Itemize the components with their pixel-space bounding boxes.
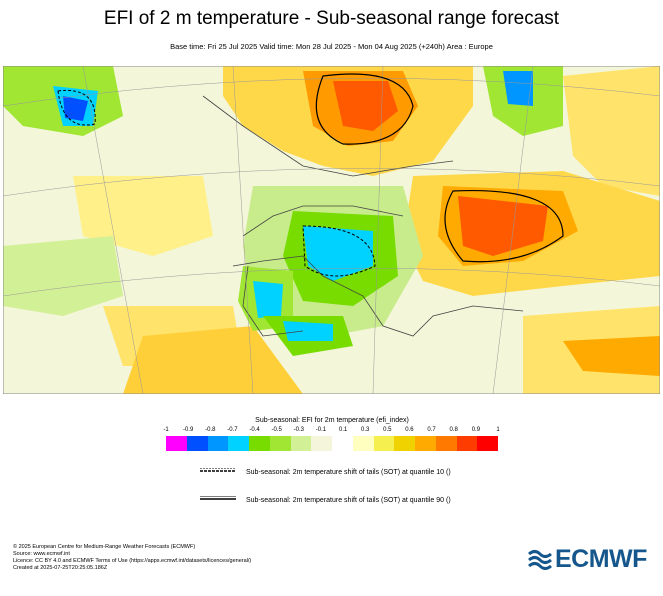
legend-tick: 1 (496, 427, 500, 433)
sot-q90-contour (315, 73, 564, 263)
legend-swatch (332, 436, 353, 451)
legend-swatch (415, 436, 436, 451)
warm-hot-balkans (458, 196, 548, 256)
cold-field-atlantic-sw (3, 236, 123, 316)
legend-tick: -0.8 (205, 427, 216, 433)
legend-swatch (269, 436, 291, 451)
warm-field-nafrica (123, 326, 303, 394)
legend-colorbar (166, 436, 498, 451)
legend-swatch (166, 436, 187, 451)
cold-strong-iceland (63, 96, 88, 121)
legend-swatch (249, 436, 270, 451)
legend-swatch (435, 436, 457, 451)
legend-swatch (290, 436, 312, 451)
legend-tick: 0.9 (471, 427, 481, 433)
legend-tick: 0.3 (361, 427, 370, 433)
legend-swatch (477, 436, 498, 451)
legend-tick: -1 (163, 427, 169, 433)
sot-q10-label: Sub-seasonal: 2m temperature shift of ta… (246, 469, 451, 476)
sot-q90-label: Sub-seasonal: 2m temperature shift of ta… (246, 497, 451, 504)
legend-swatch (207, 436, 229, 451)
warm-hot-scandinavia (333, 81, 398, 131)
footer-copyright: © 2025 European Centre for Medium-Range … (13, 544, 196, 550)
legend-tick: 0.5 (383, 427, 392, 433)
legend-swatch (373, 436, 395, 451)
legend-swatch (186, 436, 208, 451)
sot-q10-contour (57, 89, 376, 277)
sot-q90-legend-line (200, 496, 236, 500)
legend-tick: -0.4 (249, 427, 260, 433)
cold-core-ne (503, 71, 533, 106)
footer-source: Source: www.ecmwf.int (13, 551, 70, 557)
legend-swatch (394, 436, 415, 451)
cold-strong-alps (303, 226, 373, 281)
warm-core-anatolia (563, 336, 660, 376)
chart-subtitle: Base time: Fri 25 Jul 2025 Valid time: M… (170, 42, 493, 51)
legend-ticks: -1 -0.9 -0.8 -0.7 -0.4 -0.5 -0.3 -0.1 0.1 0.3 0.5 0… (163, 427, 500, 437)
legend-swatch (456, 436, 478, 451)
legend-tick: -0.9 (182, 427, 194, 433)
coastline (202, 95, 524, 337)
warm-field-atlantic (73, 176, 213, 256)
legend-swatch (228, 436, 249, 451)
warm-field-russia-north (563, 66, 660, 196)
ecmwf-logo-text: ECMWF (555, 545, 647, 573)
legend-tick: -0.7 (227, 427, 238, 433)
chart-title: EFI of 2 m temperature - Sub-seasonal ra… (103, 8, 560, 29)
legend-tick: 0.8 (449, 427, 458, 433)
legend-tick: 0.1 (338, 427, 348, 433)
footer-credits: © 2025 European Centre for Medium-Range … (13, 544, 251, 572)
legend-swatch (311, 436, 332, 451)
legend-tick: 0.7 (427, 427, 436, 433)
footer-created: Created at 2025-07-25T20:25:05.186Z (13, 565, 108, 571)
legend-tick: -0.1 (315, 427, 327, 433)
graticule (3, 66, 660, 394)
sot-q10-legend-line (200, 468, 236, 472)
cold-core-iberia (253, 281, 283, 318)
ecmwf-logo-icon (528, 550, 552, 570)
legend-tick: 0.6 (405, 427, 414, 433)
footer-licence: Licence: CC BY 4.0 and ECMWF Terms of Us… (13, 558, 252, 564)
europe-map (3, 66, 660, 394)
legend-title: Sub-seasonal: EFI for 2m temperature (ef… (255, 417, 409, 424)
legend-swatch (352, 436, 374, 451)
legend-tick: -0.5 (271, 427, 282, 433)
cold-core-med (283, 321, 333, 341)
legend-tick: -0.3 (293, 427, 304, 433)
